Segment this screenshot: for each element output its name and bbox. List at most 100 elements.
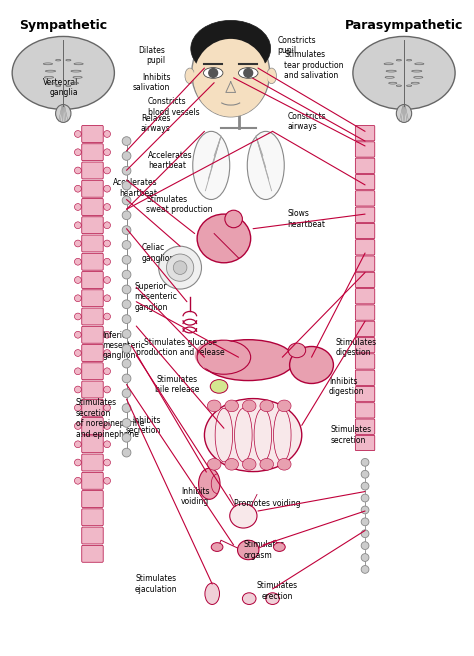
Circle shape <box>104 203 110 211</box>
Circle shape <box>122 196 131 205</box>
Circle shape <box>104 222 110 229</box>
Circle shape <box>74 186 81 192</box>
Ellipse shape <box>260 400 273 412</box>
Circle shape <box>122 419 131 427</box>
Ellipse shape <box>12 37 114 110</box>
Circle shape <box>74 386 81 393</box>
Text: Stimulates
erection: Stimulates erection <box>257 581 298 600</box>
Circle shape <box>122 359 131 368</box>
Circle shape <box>104 386 110 393</box>
Circle shape <box>104 368 110 375</box>
Circle shape <box>74 313 81 320</box>
Circle shape <box>122 403 131 413</box>
FancyBboxPatch shape <box>217 81 244 114</box>
Circle shape <box>74 295 81 302</box>
Ellipse shape <box>197 214 251 263</box>
FancyBboxPatch shape <box>82 436 103 453</box>
Circle shape <box>74 222 81 229</box>
FancyBboxPatch shape <box>82 290 103 307</box>
Text: Relaxes
airways: Relaxes airways <box>141 114 170 133</box>
Ellipse shape <box>199 468 220 499</box>
FancyBboxPatch shape <box>82 454 103 471</box>
Circle shape <box>74 422 81 430</box>
Circle shape <box>122 226 131 234</box>
Ellipse shape <box>192 29 270 117</box>
Ellipse shape <box>353 37 455 110</box>
FancyBboxPatch shape <box>82 400 103 416</box>
Text: Superior
mesenteric
ganglion: Superior mesenteric ganglion <box>134 282 177 312</box>
Circle shape <box>209 69 218 77</box>
Ellipse shape <box>193 131 230 199</box>
FancyBboxPatch shape <box>82 381 103 398</box>
Circle shape <box>166 254 194 281</box>
FancyBboxPatch shape <box>82 253 103 270</box>
FancyBboxPatch shape <box>82 527 103 544</box>
Text: Stimulates
secretion
of norepinephrine
and epinephrine: Stimulates secretion of norepinephrine a… <box>76 398 144 439</box>
FancyBboxPatch shape <box>356 158 375 173</box>
Circle shape <box>104 313 110 320</box>
Text: Inferior
mesenteric
ganglion: Inferior mesenteric ganglion <box>102 331 145 360</box>
Circle shape <box>104 167 110 174</box>
Circle shape <box>74 240 81 247</box>
FancyBboxPatch shape <box>82 216 103 234</box>
Circle shape <box>122 241 131 249</box>
Circle shape <box>104 404 110 411</box>
FancyBboxPatch shape <box>82 144 103 161</box>
FancyBboxPatch shape <box>82 308 103 325</box>
Ellipse shape <box>242 400 256 412</box>
FancyBboxPatch shape <box>356 223 375 239</box>
Circle shape <box>244 69 253 77</box>
FancyBboxPatch shape <box>356 207 375 222</box>
Circle shape <box>122 434 131 442</box>
Circle shape <box>74 203 81 211</box>
Ellipse shape <box>277 459 291 470</box>
FancyBboxPatch shape <box>356 191 375 206</box>
Circle shape <box>122 136 131 146</box>
FancyBboxPatch shape <box>356 174 375 190</box>
Ellipse shape <box>202 340 294 380</box>
Circle shape <box>74 459 81 466</box>
FancyBboxPatch shape <box>82 235 103 252</box>
Circle shape <box>361 482 369 490</box>
Text: Constricts
blood vessels: Constricts blood vessels <box>148 97 200 117</box>
Circle shape <box>104 478 110 484</box>
Ellipse shape <box>210 380 228 393</box>
FancyBboxPatch shape <box>82 162 103 179</box>
Ellipse shape <box>242 459 256 470</box>
FancyBboxPatch shape <box>356 321 375 337</box>
Circle shape <box>74 167 81 174</box>
Circle shape <box>74 350 81 356</box>
Circle shape <box>361 470 369 478</box>
Text: Stimulates
tear production
and salivation: Stimulates tear production and salivatio… <box>284 51 344 80</box>
Text: Dilates
pupil: Dilates pupil <box>138 46 165 65</box>
Circle shape <box>173 261 187 274</box>
Ellipse shape <box>260 459 273 470</box>
FancyBboxPatch shape <box>356 305 375 320</box>
Ellipse shape <box>237 541 259 560</box>
Circle shape <box>104 422 110 430</box>
Circle shape <box>104 258 110 265</box>
Circle shape <box>361 494 369 502</box>
Circle shape <box>122 448 131 457</box>
Circle shape <box>122 255 131 264</box>
Ellipse shape <box>230 504 257 528</box>
Circle shape <box>361 542 369 550</box>
Circle shape <box>104 277 110 283</box>
Circle shape <box>159 246 201 289</box>
Circle shape <box>104 131 110 137</box>
Ellipse shape <box>194 39 268 117</box>
Ellipse shape <box>290 346 333 384</box>
Circle shape <box>104 331 110 338</box>
FancyBboxPatch shape <box>82 125 103 142</box>
Text: Stimulates
digestion: Stimulates digestion <box>336 338 377 357</box>
FancyBboxPatch shape <box>356 354 375 369</box>
Text: Stimulates glucose
production and release: Stimulates glucose production and releas… <box>136 338 224 357</box>
FancyBboxPatch shape <box>82 199 103 215</box>
Ellipse shape <box>267 68 276 84</box>
Text: Slows
heartbeat: Slows heartbeat <box>287 209 325 229</box>
Circle shape <box>104 186 110 192</box>
FancyBboxPatch shape <box>356 403 375 418</box>
Ellipse shape <box>266 593 279 604</box>
Text: Promotes voiding: Promotes voiding <box>235 499 301 508</box>
Circle shape <box>74 368 81 375</box>
